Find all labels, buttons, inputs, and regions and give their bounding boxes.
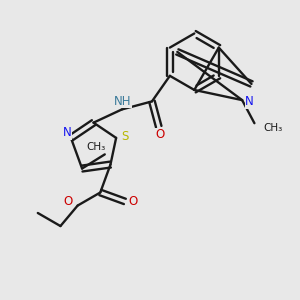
Text: CH₃: CH₃ — [87, 142, 106, 152]
Text: O: O — [156, 128, 165, 142]
Text: NH: NH — [114, 94, 131, 108]
Text: O: O — [63, 195, 72, 208]
Text: CH₃: CH₃ — [263, 123, 283, 133]
Text: O: O — [129, 195, 138, 208]
Text: S: S — [121, 130, 128, 143]
Text: N: N — [63, 126, 72, 139]
Text: N: N — [245, 95, 254, 108]
